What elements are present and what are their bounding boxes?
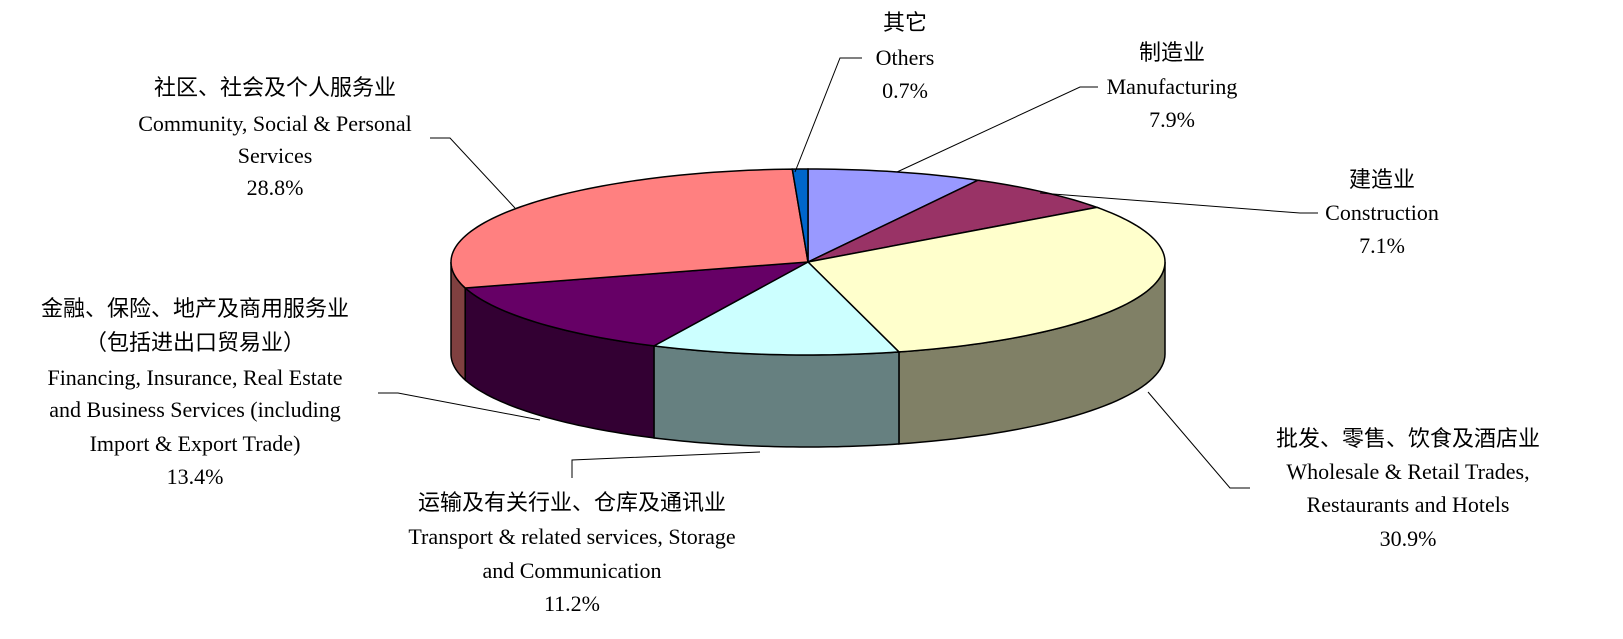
slice-label: and Communication (482, 558, 661, 583)
slice-label: 运输及有关行业、仓库及通讯业 (418, 490, 726, 515)
leader-line (794, 57, 862, 173)
leader-line (1039, 192, 1318, 214)
slice (463, 261, 809, 347)
slice-label: 批发、零售、饮食及酒店业 (1276, 426, 1540, 451)
leader-line (430, 137, 516, 209)
slice-label: Others (876, 45, 935, 70)
slice-label: Transport & related services, Storage (408, 524, 735, 549)
value-label: 7.9% (1149, 107, 1195, 132)
leader-line (1147, 391, 1250, 489)
slice-label: Restaurants and Hotels (1307, 492, 1510, 517)
slice-label: Import & Export Trade) (90, 431, 301, 456)
slice-label: 建造业 (1349, 167, 1415, 192)
value-label: 13.4% (167, 464, 224, 489)
slice (651, 261, 901, 356)
slice-label: 其它 (883, 10, 927, 35)
slice-side (653, 345, 900, 448)
value-label: 28.8% (247, 175, 304, 200)
slice (791, 168, 809, 263)
slice-label: Manufacturing (1107, 74, 1238, 99)
value-label: 30.9% (1380, 526, 1437, 551)
slice-label: Construction (1325, 200, 1439, 225)
leader-line (571, 451, 761, 478)
slice-label: Financing, Insurance, Real Estate (47, 365, 342, 390)
slice-label: 社区、社会及个人服务业 (154, 75, 396, 100)
slice-label: Services (238, 143, 313, 168)
slice-label: 制造业 (1139, 40, 1205, 65)
slice (807, 168, 981, 264)
slice (450, 168, 809, 289)
value-label: 0.7% (882, 78, 928, 103)
leader-line (378, 392, 541, 421)
slice-label: 金融、保险、地产及商用服务业 (41, 296, 349, 321)
slice (807, 179, 1100, 263)
slice-label: Wholesale & Retail Trades, (1286, 459, 1529, 484)
leader-line (896, 86, 1098, 173)
value-label: 11.2% (544, 591, 600, 616)
slice-label: and Business Services (including (49, 397, 340, 422)
slice (806, 206, 1166, 353)
value-label: 7.1% (1359, 233, 1405, 258)
slice-label: （包括进出口贸易业） (85, 330, 305, 355)
slice-label: Community, Social & Personal (138, 111, 412, 136)
